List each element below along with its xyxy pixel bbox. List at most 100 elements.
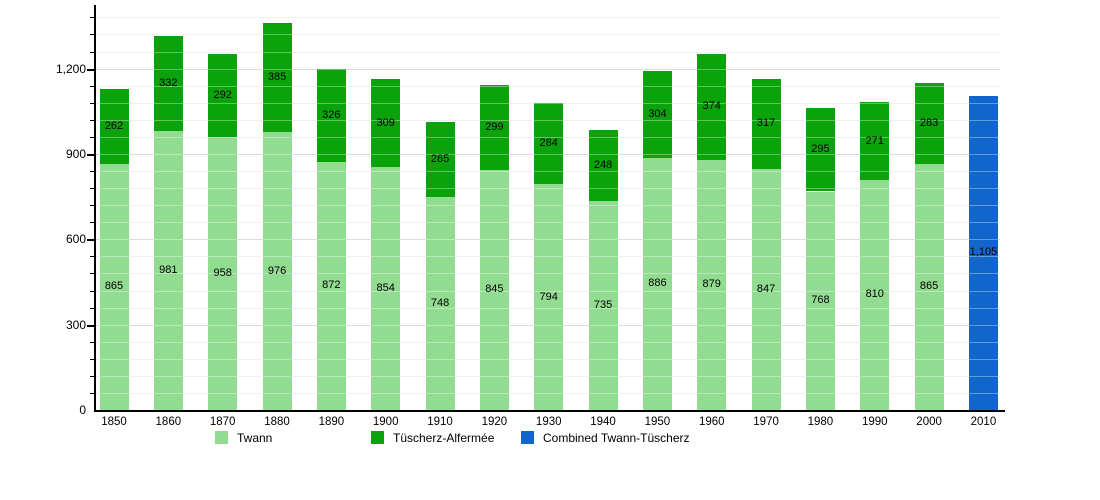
gridline-overlay	[95, 273, 1000, 275]
x-tick-label-1900: 1900	[372, 416, 399, 428]
y-axis-line	[94, 5, 96, 412]
y-tick-420	[90, 290, 95, 292]
y-tick-1140	[90, 85, 95, 87]
bar-1890-twann	[316, 161, 346, 410]
x-tick-label-1920: 1920	[481, 416, 508, 428]
segment-value-label: 283	[919, 117, 939, 130]
legend-swatch	[371, 431, 384, 444]
segment-value-label: 735	[593, 298, 613, 311]
segment-value-label: 262	[104, 120, 124, 133]
legend-swatch	[521, 431, 534, 444]
bar-1880-t-scherz-alferm-e	[262, 22, 292, 133]
bar-1950-t-scherz-alferm-e	[642, 71, 672, 158]
segment-value-label: 810	[865, 288, 884, 301]
bar-1930-twann	[534, 184, 564, 410]
y-tick-1200	[87, 68, 95, 71]
x-tick-label-2010: 2010	[970, 416, 997, 428]
gridline-overlay	[95, 205, 1000, 207]
bar-1870-twann	[208, 137, 238, 410]
segment-value-label: 981	[159, 263, 178, 276]
bar-1910-twann	[425, 197, 455, 410]
legend-label: Twann	[237, 431, 273, 445]
segment-value-label: 865	[104, 280, 124, 293]
bar-1980-t-scherz-alferm-e	[805, 107, 835, 192]
x-axis-line	[94, 410, 1005, 412]
y-tick-900	[87, 153, 95, 156]
segment-value-label: 872	[322, 279, 341, 292]
bar-1960-twann	[697, 159, 727, 410]
segment-value-label: 854	[376, 282, 395, 295]
y-tick-300	[87, 324, 95, 327]
segment-value-label: 271	[865, 134, 884, 147]
gridline-overlay	[95, 51, 1000, 53]
bar-1900-t-scherz-alferm-e	[371, 79, 401, 168]
y-axis-label-1200: 1,200	[55, 61, 86, 76]
bar-2000-twann	[914, 163, 944, 410]
bar-1990-twann	[860, 179, 890, 410]
bar-1990-t-scherz-alferm-e	[860, 102, 890, 180]
y-axis-label-300: 300	[65, 317, 86, 332]
segment-value-label: 768	[811, 294, 830, 307]
bar-1860-t-scherz-alferm-e	[153, 36, 183, 131]
gridline-overlay	[95, 171, 1000, 173]
y-tick-60	[90, 392, 95, 394]
gridline-overlay	[95, 324, 1000, 326]
y-tick-780	[90, 188, 95, 190]
x-tick-label-1860: 1860	[155, 416, 182, 428]
y-tick-120	[90, 375, 95, 377]
y-tick-840	[90, 171, 95, 173]
segment-value-label: 299	[485, 120, 504, 133]
gridline-overlay	[95, 188, 1000, 190]
gridline-overlay	[95, 136, 1000, 138]
y-tick-540	[90, 256, 95, 258]
y-tick-1020	[90, 119, 95, 121]
x-tick-label-1940: 1940	[590, 416, 616, 428]
y-tick-1260	[90, 51, 95, 53]
gridline-overlay	[95, 375, 1000, 377]
gridline-1200	[95, 68, 1000, 70]
segment-value-label: 845	[485, 283, 504, 296]
y-tick-960	[90, 136, 95, 138]
bar-1880-twann	[262, 132, 292, 410]
segment-value-label: 886	[648, 277, 667, 290]
y-tick-660	[90, 222, 95, 224]
y-tick-180	[90, 358, 95, 360]
legend-label: Combined Twann-Tüscherz	[543, 431, 690, 445]
x-tick-label-1990: 1990	[861, 416, 888, 428]
gridline-overlay	[95, 85, 1000, 87]
x-tick-label-1930: 1930	[535, 416, 562, 428]
gridline-overlay	[95, 341, 1000, 343]
segment-value-label: 865	[919, 280, 939, 293]
segment-value-label: 748	[430, 297, 450, 310]
segment-value-label: 265	[430, 152, 450, 165]
segment-value-label: 317	[756, 117, 776, 130]
y-tick-240	[90, 341, 95, 343]
gridline-overlay	[95, 153, 1000, 155]
bar-1920-t-scherz-alferm-e	[479, 84, 509, 170]
y-axis-label-900: 900	[65, 146, 86, 161]
segment-value-label: 794	[539, 290, 558, 303]
segment-value-label: 309	[376, 116, 395, 129]
x-tick-label-1950: 1950	[644, 416, 671, 428]
x-tick-label-1870: 1870	[209, 416, 236, 428]
gridline-overlay	[95, 68, 1000, 70]
gridline-overlay	[95, 119, 1000, 121]
segment-value-label: 958	[213, 267, 232, 280]
segment-value-label: 284	[539, 137, 558, 150]
gridline-overlay	[95, 34, 1000, 36]
legend-label: Tüscherz-Alfermée	[393, 431, 495, 445]
bar-1940-twann	[588, 200, 618, 410]
bar-1850-twann	[99, 163, 129, 410]
y-tick-480	[90, 273, 95, 275]
segment-value-label: 292	[213, 89, 232, 102]
segment-value-label: 847	[756, 283, 776, 295]
y-tick-720	[90, 205, 95, 207]
y-axis-label-0: 0	[79, 403, 86, 417]
segment-value-label: 976	[267, 264, 287, 277]
y-tick-360	[90, 307, 95, 309]
x-tick-label-1910: 1910	[427, 416, 453, 428]
bar-1860-twann	[153, 130, 183, 410]
bar-1980-twann	[805, 191, 835, 410]
x-tick-label-2000: 2000	[916, 416, 942, 428]
x-tick-label-1970: 1970	[753, 416, 779, 428]
